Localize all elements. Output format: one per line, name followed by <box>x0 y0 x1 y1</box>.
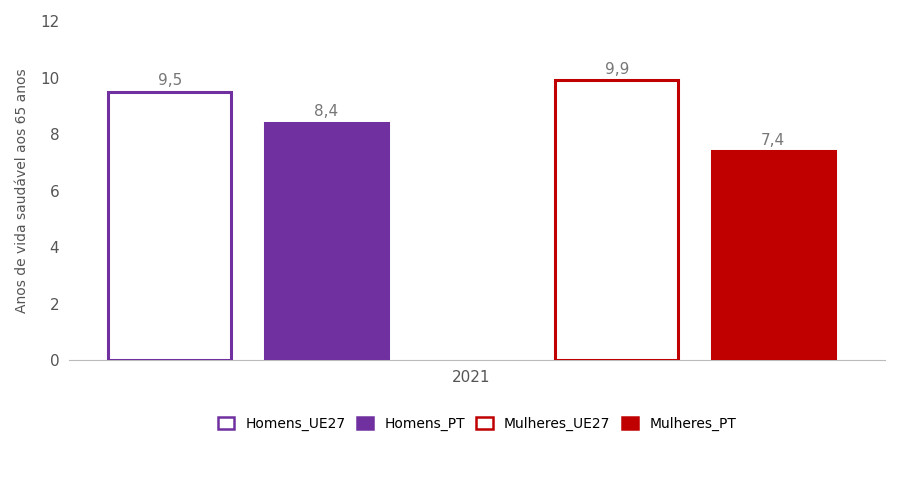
Bar <box>555 81 679 360</box>
Text: 7,4: 7,4 <box>761 133 786 148</box>
Bar <box>265 123 388 360</box>
Text: 9,5: 9,5 <box>158 73 182 88</box>
Legend: Homens_UE27, Homens_PT, Mulheres_UE27, Mulheres_PT: Homens_UE27, Homens_PT, Mulheres_UE27, M… <box>212 412 742 436</box>
Text: 8,4: 8,4 <box>314 104 338 119</box>
Text: 9,9: 9,9 <box>605 62 629 77</box>
Bar <box>108 91 231 360</box>
Bar <box>712 151 834 360</box>
Y-axis label: Anos de vida saudável aos 65 anos: Anos de vida saudável aos 65 anos <box>15 68 29 313</box>
